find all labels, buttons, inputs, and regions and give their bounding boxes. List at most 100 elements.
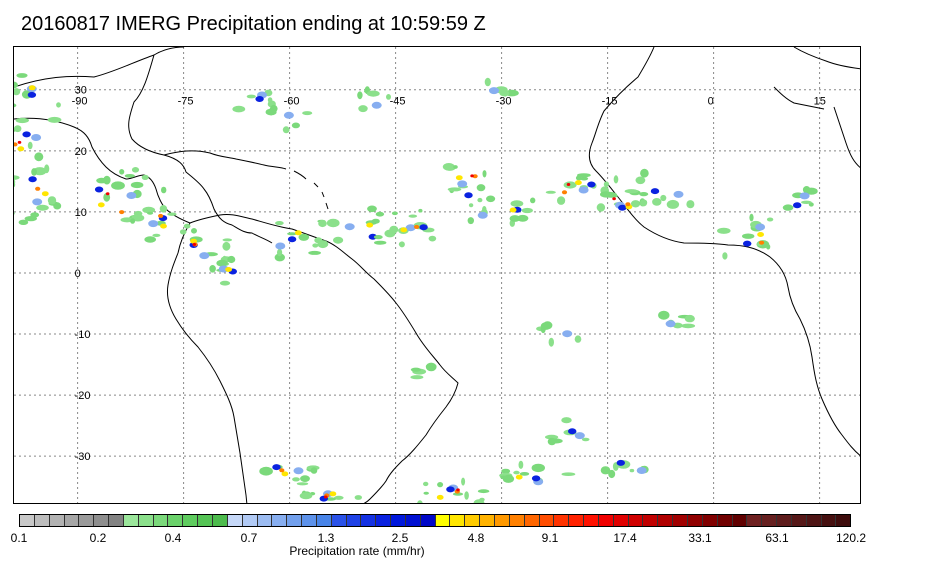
colorbar-swatch: [465, 515, 481, 526]
precip-core: [472, 174, 478, 179]
precip-cell: [56, 102, 61, 108]
precip-core: [562, 330, 573, 338]
colorbar-swatch: [777, 515, 792, 526]
precip-cell: [373, 235, 383, 240]
precip-core: [279, 468, 285, 473]
colorbar-tick-label: 63.1: [765, 531, 789, 545]
africa-coastline: [588, 47, 860, 457]
precip-cell: [302, 111, 313, 116]
colorbar-swatch: [227, 515, 243, 526]
precip-core: [457, 180, 468, 188]
colorbar-swatch: [361, 515, 377, 526]
precip-cell: [722, 252, 728, 260]
precip-core: [17, 146, 25, 152]
colorbar-swatch: [524, 515, 540, 526]
precip-cell: [548, 337, 554, 347]
lon-label: 15: [814, 96, 826, 108]
lon-label: -60: [284, 96, 300, 108]
precip-cell: [631, 200, 641, 208]
precip-cell: [130, 181, 144, 189]
precip-cell: [296, 482, 309, 486]
precip-cell: [167, 212, 177, 216]
precip-core: [618, 204, 627, 211]
precip-core: [35, 186, 41, 191]
precip-cell: [484, 77, 491, 87]
lon-label: -75: [178, 96, 194, 108]
precip-cell: [640, 168, 649, 178]
precip-core: [294, 230, 302, 236]
lat-label: 10: [75, 207, 87, 219]
precip-cell: [742, 233, 755, 239]
precip-core: [293, 467, 304, 475]
precip-cell: [270, 104, 278, 113]
precip-cell: [298, 233, 310, 241]
precip-core: [477, 211, 488, 219]
colorbar-swatch: [584, 515, 599, 526]
precip-cell: [14, 212, 15, 215]
colorbar-swatch: [316, 515, 332, 526]
colorbar-tick-label: 0.2: [89, 531, 107, 545]
precip-cell: [577, 173, 591, 178]
colorbar-swatch: [391, 515, 406, 526]
precip-core: [636, 467, 647, 474]
precip-core: [97, 202, 105, 208]
precip-cell: [111, 181, 125, 190]
precip-cell: [209, 265, 216, 273]
precip-core: [366, 222, 374, 228]
colorbar-swatch: [628, 515, 644, 526]
precip-core: [32, 198, 43, 206]
precip-cell: [119, 169, 125, 175]
precip-cell: [658, 310, 670, 320]
colorbar-tick-label: 120.2: [835, 531, 867, 545]
precip-core: [158, 213, 164, 218]
precip-cell: [277, 248, 283, 257]
precip-core: [568, 428, 577, 435]
south-america-coastline: [167, 214, 459, 503]
precip-core: [665, 320, 676, 328]
precip-cell: [16, 73, 28, 78]
precip-core: [587, 181, 596, 188]
precip-cell: [299, 492, 313, 500]
precip-cell: [635, 176, 646, 185]
precip-core: [561, 190, 568, 195]
precip-cell: [428, 235, 437, 242]
precip-cell: [96, 177, 107, 184]
precip-core: [456, 488, 460, 492]
precip-core: [574, 432, 585, 440]
colorbar-swatch: [109, 515, 124, 526]
precip-core: [531, 475, 541, 482]
colorbar-swatch: [34, 515, 50, 526]
precip-cell: [44, 164, 50, 174]
precip-core: [28, 85, 36, 91]
precip-core: [105, 192, 110, 196]
precip-core: [31, 134, 42, 141]
precip-cell: [14, 88, 21, 96]
precip-cell: [326, 218, 340, 228]
precip-cell: [686, 200, 695, 209]
precip-cell: [291, 122, 300, 129]
precip-cell: [477, 489, 490, 494]
precip-cell: [308, 250, 321, 255]
precip-cell: [482, 170, 487, 178]
colorbar-swatch: [806, 515, 822, 526]
precipitation-map[interactable]: -90 -75 -60 -45 -30 -15 0 15 30 20 10 0 …: [13, 46, 861, 504]
colorbar-swatch: [272, 515, 288, 526]
precip-cell: [639, 192, 649, 197]
north-america-coastline: [14, 47, 273, 244]
precip-cell: [318, 219, 327, 228]
precip-core: [272, 464, 281, 471]
precip-cell: [391, 211, 398, 216]
precip-core: [419, 224, 428, 231]
precip-cell: [476, 184, 486, 192]
precip-core: [329, 491, 337, 497]
precip-cell: [183, 223, 191, 229]
precip-cell: [275, 221, 284, 226]
precip-cell: [144, 236, 156, 243]
precip-cell: [14, 125, 22, 133]
lon-label: -45: [390, 96, 406, 108]
precip-cell: [410, 367, 421, 372]
precip-core: [283, 111, 294, 119]
precip-cell: [423, 481, 429, 487]
precip-cell: [510, 200, 524, 207]
precip-cell: [34, 152, 44, 162]
